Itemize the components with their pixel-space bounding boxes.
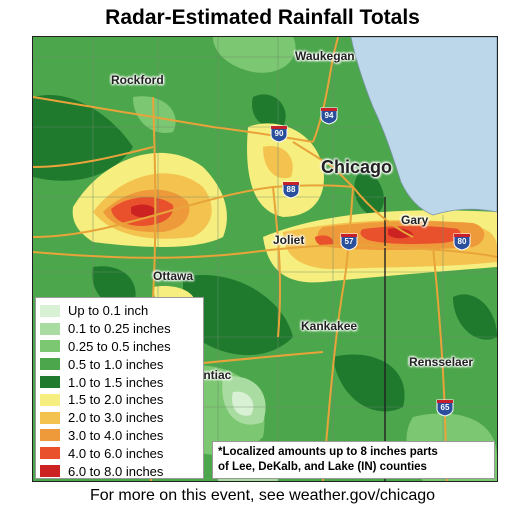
city-ottawa: Ottawa xyxy=(153,269,194,283)
legend-swatch xyxy=(40,429,60,442)
legend-swatch xyxy=(40,322,60,335)
footer-link-text: For more on this event, see weather.gov/… xyxy=(89,487,436,504)
legend-label: 0.5 to 1.0 inches xyxy=(68,356,164,372)
interstate-shield-icon xyxy=(320,107,338,125)
city-joliet: Joliet xyxy=(273,233,305,247)
legend-label: 2.0 to 3.0 inches xyxy=(68,410,164,426)
legend-label: 4.0 to 6.0 inches xyxy=(68,445,164,461)
interstate-number: 90 xyxy=(274,129,284,138)
city-chicago: Chicago xyxy=(321,157,393,177)
legend-swatch xyxy=(40,340,60,353)
legend-item: 0.1 to 0.25 inches xyxy=(40,320,203,338)
legend-item: 0.5 to 1.0 inches xyxy=(40,355,203,373)
legend-item: 2.0 to 3.0 inches xyxy=(40,409,203,427)
legend-label: 0.1 to 0.25 inches xyxy=(68,321,171,337)
legend-label: 6.0 to 8.0 inches xyxy=(68,463,164,479)
legend-item: 0.25 to 0.5 inches xyxy=(40,338,203,356)
legend-swatch xyxy=(40,411,60,424)
legend-item: 6.0 to 8.0 inches xyxy=(40,462,203,480)
legend-swatch xyxy=(40,358,60,371)
interstate-shield-88: 88 xyxy=(281,179,301,199)
interstate-shield-icon xyxy=(340,233,358,251)
interstate-shield-icon xyxy=(436,399,454,417)
legend-item: 3.0 to 4.0 inches xyxy=(40,427,203,445)
city-waukegan: Waukegan xyxy=(295,49,355,63)
legend-item: 1.0 to 1.5 inches xyxy=(40,373,203,391)
interstate-shield-57: 57 xyxy=(339,231,359,251)
legend-item: Up to 0.1 inch xyxy=(40,302,203,320)
legend-label: 0.25 to 0.5 inches xyxy=(68,338,171,354)
rainfall-legend: Up to 0.1 inch 0.1 to 0.25 inches 0.25 t… xyxy=(35,297,204,479)
legend-item: 1.5 to 2.0 inches xyxy=(40,391,203,409)
legend-label: 1.5 to 2.0 inches xyxy=(68,392,164,408)
city-rockford: Rockford xyxy=(111,73,164,87)
legend-label: Up to 0.1 inch xyxy=(68,303,149,319)
legend-swatch xyxy=(40,393,60,406)
legend-label: 1.0 to 1.5 inches xyxy=(68,374,164,390)
rain-band-6-8 xyxy=(131,204,413,239)
interstate-shield-icon xyxy=(270,125,288,143)
interstate-number: 57 xyxy=(344,237,354,246)
localized-amounts-note: *Localized amounts up to 8 inches parts … xyxy=(212,441,495,479)
city-rensselaer: Rensselaer xyxy=(409,355,474,369)
interstate-shield-65: 65 xyxy=(435,397,455,417)
interstate-number: 80 xyxy=(457,237,467,246)
interstate-shield-94: 94 xyxy=(319,105,339,125)
city-gary: Gary xyxy=(401,213,429,227)
interstate-shield-icon xyxy=(453,233,471,251)
interstate-number: 94 xyxy=(324,111,334,120)
note-line-1: *Localized amounts up to 8 inches parts xyxy=(218,446,438,458)
interstate-shield-80: 80 xyxy=(452,231,472,251)
legend-item: 4.0 to 6.0 inches xyxy=(40,444,203,462)
interstate-shield-icon xyxy=(282,181,300,199)
city-kankakee: Kankakee xyxy=(301,319,358,333)
interstate-number: 88 xyxy=(286,185,296,194)
map-title: Radar-Estimated Rainfall Totals xyxy=(105,6,420,29)
legend-label: 3.0 to 4.0 inches xyxy=(68,427,164,443)
legend-swatch xyxy=(40,304,60,317)
legend-swatch xyxy=(40,465,60,478)
legend-swatch xyxy=(40,376,60,389)
interstate-shield-90: 90 xyxy=(269,123,289,143)
lake-michigan xyxy=(350,37,497,216)
interstate-number: 65 xyxy=(440,403,450,412)
note-line-2: of Lee, DeKalb, and Lake (IN) counties xyxy=(218,461,427,473)
legend-swatch xyxy=(40,447,60,460)
